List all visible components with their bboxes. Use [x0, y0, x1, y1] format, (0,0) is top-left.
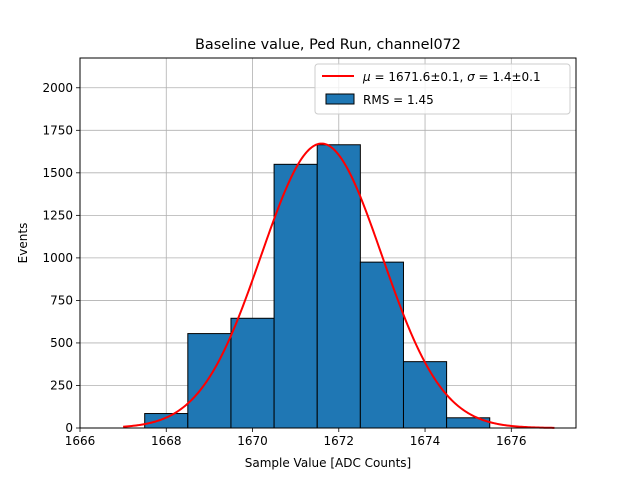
histogram-bar: [144, 413, 189, 429]
y-tick-label: 1000: [42, 251, 73, 265]
histogram-bar: [230, 317, 275, 429]
x-axis-ticks: 1666 1668 1670 1672 1674 1676: [65, 428, 527, 448]
chart-title: Baseline value, Ped Run, channel072: [195, 37, 461, 53]
y-tick-label: 750: [50, 293, 73, 307]
legend-mu-value: = 1671.6±0.1,: [371, 70, 467, 84]
gaussian-fit-curve: [123, 142, 555, 429]
y-tick-label: 1500: [42, 166, 73, 180]
x-axis-label: Sample Value [ADC Counts]: [245, 456, 411, 470]
y-tick-label: 250: [50, 378, 73, 392]
y-axis-ticks: 0 250 500 750 1000 1250 1500 1750 2000: [42, 81, 80, 435]
x-tick-label: 1672: [324, 434, 355, 448]
x-tick-label: 1674: [410, 434, 441, 448]
histogram-bar: [273, 163, 318, 429]
x-tick-label: 1670: [237, 434, 268, 448]
y-axis-label: Events: [16, 223, 30, 264]
y-tick-label: 1750: [42, 123, 73, 137]
legend: μ = 1671.6±0.1, σ = 1.4±0.1 RMS = 1.45: [314, 63, 571, 115]
x-tick-label: 1668: [151, 434, 182, 448]
legend-histogram-label: RMS = 1.45: [363, 93, 434, 107]
histogram-bar: [359, 261, 404, 429]
legend-histogram-swatch: [325, 93, 355, 105]
y-tick-label: 2000: [42, 81, 73, 95]
histogram-bar: [402, 361, 448, 429]
legend-box: [314, 63, 571, 115]
x-tick-label: 1676: [496, 434, 527, 448]
legend-sigma-value: = 1.4±0.1: [475, 70, 541, 84]
y-tick-label: 0: [65, 421, 73, 435]
legend-fit-label: μ = 1671.6±0.1, σ = 1.4±0.1: [362, 70, 541, 84]
legend-mu-symbol: μ: [362, 70, 371, 84]
x-tick-label: 1666: [65, 434, 96, 448]
plot-frame: [79, 57, 577, 429]
histogram-bars: [144, 144, 491, 429]
y-tick-label: 1250: [42, 208, 73, 222]
legend-sigma-symbol: σ: [467, 70, 475, 84]
y-tick-label: 500: [50, 336, 73, 350]
histogram-bar: [316, 144, 361, 429]
